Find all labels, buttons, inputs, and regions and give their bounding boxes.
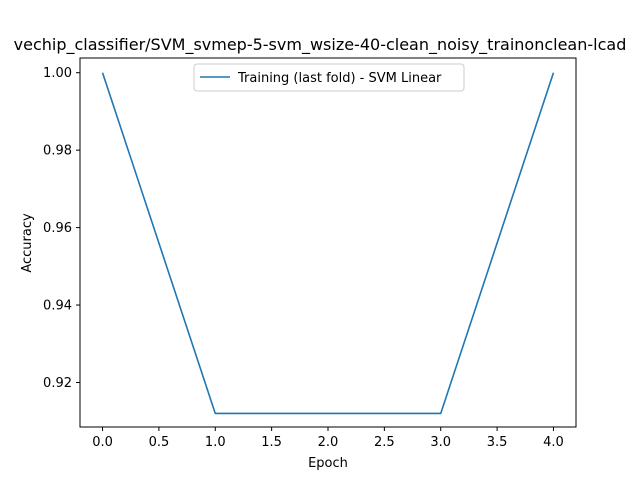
y-tick-label: 0.92 bbox=[43, 376, 72, 391]
x-tick-label: 3.5 bbox=[487, 435, 508, 450]
y-axis-ticks: 0.92 0.94 0.96 0.98 1.00 bbox=[43, 66, 80, 391]
y-tick-label: 0.96 bbox=[43, 221, 72, 236]
y-axis-label: Accuracy bbox=[20, 213, 35, 273]
x-axis-label: Epoch bbox=[308, 456, 348, 471]
x-tick-label: 2.0 bbox=[318, 435, 339, 450]
series-layer bbox=[101, 72, 555, 415]
legend: Training (last fold) - SVM Linear bbox=[193, 63, 465, 92]
x-tick-label: 2.5 bbox=[374, 435, 395, 450]
x-tick-label: 0.5 bbox=[149, 435, 170, 450]
x-tick-label: 0.0 bbox=[92, 435, 113, 450]
y-tick-label: 0.98 bbox=[43, 144, 72, 159]
x-axis-ticks: 0.0 0.5 1.0 1.5 2.0 2.5 3.0 3.5 4.0 bbox=[92, 427, 564, 450]
y-tick-label: 0.94 bbox=[43, 299, 72, 314]
chart-title: vechip_classifier/SVM_svmep-5-svm_wsize-… bbox=[14, 35, 627, 55]
legend-label: Training (last fold) - SVM Linear bbox=[237, 71, 442, 86]
x-tick-label: 1.5 bbox=[261, 435, 282, 450]
x-tick-label: 3.0 bbox=[430, 435, 451, 450]
legend-box bbox=[193, 63, 465, 92]
x-tick-label: 4.0 bbox=[543, 435, 564, 450]
series-line bbox=[101, 72, 555, 415]
x-tick-label: 1.0 bbox=[205, 435, 226, 450]
y-tick-label: 1.00 bbox=[43, 66, 72, 81]
